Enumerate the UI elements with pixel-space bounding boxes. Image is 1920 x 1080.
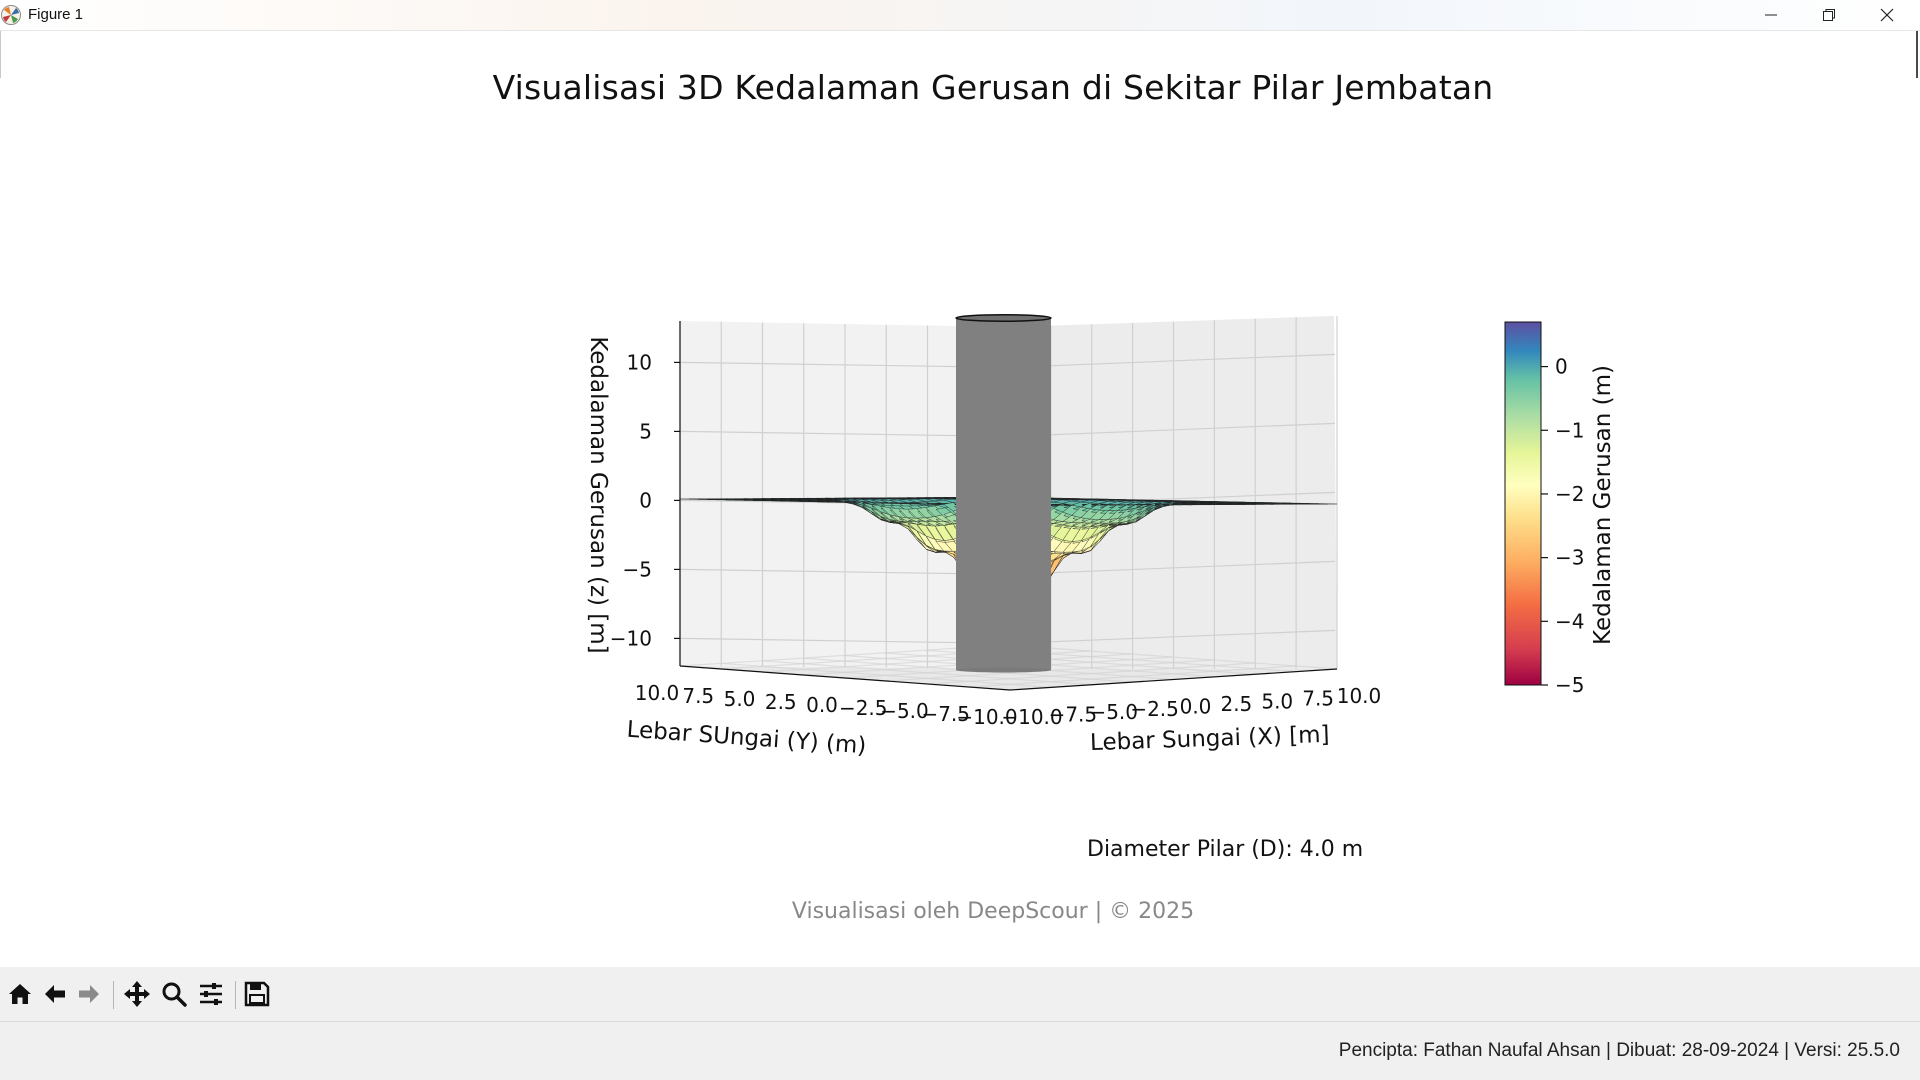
pan-icon	[124, 981, 150, 1007]
y-tick-label: 10.0	[635, 681, 680, 705]
x-tick-label: −2.5	[1130, 697, 1179, 721]
figure-title: Visualisasi 3D Kedalaman Gerusan di Seki…	[492, 68, 1494, 107]
window-titlebar: Figure 1	[0, 0, 1920, 31]
z-axis-ticks: 10 5 0 −5 −10	[610, 350, 680, 650]
x-tick-label: −5.0	[1089, 700, 1138, 724]
home-button[interactable]	[5, 979, 35, 1009]
credit-text: Visualisasi oleh DeepScour | © 2025	[791, 899, 1195, 924]
z-tick-label: 5	[639, 419, 652, 443]
grid-line	[679, 637, 1011, 644]
pier-diameter-caption: Diameter Pilar (D): 4.0 m	[1087, 837, 1364, 862]
y-axis-line	[679, 665, 1011, 691]
save-icon	[244, 981, 270, 1007]
colorbar-tick-label: 0	[1555, 355, 1568, 379]
colorbar-gradient	[1504, 321, 1542, 686]
grid-line	[679, 430, 1011, 437]
y-tick-label: 0.0	[806, 693, 838, 717]
back-icon	[45, 985, 65, 1003]
canvas-edge-left	[0, 31, 1, 78]
colorbar-tick-label: −4	[1555, 609, 1584, 633]
colorbar-tick-label: −3	[1555, 546, 1584, 570]
home-icon	[9, 984, 31, 1004]
bridge-pier	[955, 314, 1052, 673]
grid-line	[968, 665, 1296, 688]
status-text: Pencipta: Fathan Naufal Ahsan | Dibuat: …	[1338, 1040, 1900, 1061]
grid-line	[927, 662, 1255, 685]
z-axis-label: Kedalaman Gerusan (z) [m]	[585, 336, 611, 653]
x-tick-label: 0.0	[1180, 695, 1212, 719]
x-axis-ticks: −10.0−7.5−5.0−2.5 0.0 2.5 5.0 7.5 10.0	[1001, 684, 1381, 729]
grid-line	[679, 361, 1011, 368]
y-tick-label: 2.5	[765, 690, 797, 714]
navigation-toolbar	[0, 967, 1920, 1022]
x-tick-label: −10.0	[1001, 705, 1062, 729]
zoom-icon	[162, 982, 187, 1007]
y-tick-label: 7.5	[682, 684, 714, 708]
back-button[interactable]	[40, 979, 70, 1009]
grid-line	[1009, 560, 1336, 575]
minimize-icon	[1765, 14, 1777, 16]
grid-line	[1009, 629, 1336, 644]
z-tick-label: 10	[627, 350, 652, 374]
colorbar-tick-label: −1	[1555, 418, 1584, 442]
toolbar-separator	[113, 981, 114, 1009]
grid-line	[1009, 422, 1336, 437]
z-tick-label: 0	[639, 488, 652, 512]
grid-line	[1006, 644, 1338, 670]
colorbar-ticks: 0 −1 −2 −3 −4 −5	[1541, 355, 1584, 697]
x-tick-label: −7.5	[1049, 702, 1098, 726]
colorbar: 0 −1 −2 −3 −4 −5 Kedalaman Gerusan (m)	[1504, 321, 1616, 697]
x-axis-line	[1009, 668, 1338, 691]
canvas-edge-right	[1916, 31, 1918, 78]
y-tick-label: −5.0	[880, 699, 929, 723]
status-bar: Pencipta: Fathan Naufal Ahsan | Dibuat: …	[0, 1022, 1920, 1080]
minimize-button[interactable]	[1742, 0, 1800, 30]
x-tick-label: 5.0	[1261, 689, 1293, 713]
z-tick-label: −10	[610, 626, 652, 650]
y-axis-label: Lebar SUngai (Y) (m)	[626, 717, 867, 760]
configure-subplots-icon	[200, 983, 222, 1005]
toolbar-separator	[235, 981, 236, 1009]
forward-button[interactable]	[74, 979, 104, 1009]
x-tick-label: 10.0	[1337, 684, 1382, 708]
y-tick-label: −2.5	[839, 696, 888, 720]
colorbar-tick-label: −5	[1555, 673, 1584, 697]
pan-button[interactable]	[122, 979, 152, 1009]
colorbar-tick-label: −2	[1555, 482, 1584, 506]
forward-icon	[79, 985, 99, 1003]
window-title: Figure 1	[28, 6, 84, 23]
save-button[interactable]	[242, 979, 272, 1009]
zoom-button[interactable]	[159, 979, 189, 1009]
close-button[interactable]	[1858, 0, 1916, 30]
y-tick-label: −7.5	[921, 702, 970, 726]
z-tick-label: −5	[623, 557, 652, 581]
y-tick-label: 5.0	[724, 687, 756, 711]
matplotlib-app-icon	[1, 5, 21, 25]
y-tick-label: −10.0	[956, 705, 1017, 729]
restore-button[interactable]	[1800, 0, 1858, 30]
colorbar-label: Kedalaman Gerusan (m)	[1590, 365, 1616, 645]
configure-subplots-button[interactable]	[196, 979, 226, 1009]
grid-line	[1009, 353, 1336, 368]
restore-icon	[1823, 9, 1835, 21]
y-axis-ticks: 10.0 7.5 5.0 2.5 0.0 −2.5−5.0−7.5−10.0	[635, 681, 1018, 729]
x-tick-label: 2.5	[1220, 692, 1252, 716]
grid-line	[679, 568, 1011, 575]
x-axis-label: Lebar Sungai (X) [m]	[1090, 722, 1330, 756]
x-tick-label: 7.5	[1302, 687, 1334, 711]
close-icon	[1880, 8, 1894, 22]
